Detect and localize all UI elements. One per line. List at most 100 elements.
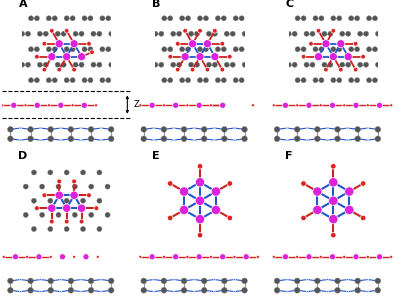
Circle shape — [100, 16, 105, 21]
Circle shape — [331, 164, 336, 169]
Circle shape — [313, 187, 322, 196]
Circle shape — [233, 255, 236, 258]
Circle shape — [306, 139, 308, 141]
Circle shape — [177, 62, 182, 67]
Circle shape — [376, 31, 380, 36]
Circle shape — [215, 16, 220, 21]
Circle shape — [186, 255, 189, 258]
Circle shape — [97, 170, 102, 175]
Circle shape — [78, 53, 86, 61]
Circle shape — [205, 67, 210, 72]
Circle shape — [28, 127, 34, 132]
Circle shape — [153, 278, 155, 281]
Circle shape — [35, 54, 39, 59]
Circle shape — [180, 16, 185, 21]
Circle shape — [81, 102, 87, 108]
Circle shape — [186, 104, 189, 107]
Circle shape — [210, 104, 212, 107]
Circle shape — [301, 181, 306, 186]
Circle shape — [251, 104, 254, 107]
Circle shape — [329, 53, 337, 61]
Circle shape — [306, 278, 308, 281]
Circle shape — [40, 212, 45, 218]
Circle shape — [349, 16, 354, 21]
Circle shape — [314, 53, 322, 61]
Circle shape — [88, 127, 94, 132]
Circle shape — [168, 215, 173, 221]
Circle shape — [213, 127, 215, 129]
Circle shape — [295, 47, 300, 52]
Circle shape — [227, 181, 232, 186]
Circle shape — [43, 31, 48, 36]
Circle shape — [57, 179, 62, 184]
Circle shape — [71, 104, 74, 107]
Circle shape — [161, 127, 167, 132]
Circle shape — [337, 47, 342, 52]
Circle shape — [106, 47, 111, 52]
Circle shape — [100, 278, 102, 281]
Circle shape — [52, 78, 57, 83]
Circle shape — [314, 127, 320, 132]
Circle shape — [97, 198, 102, 203]
Circle shape — [80, 198, 86, 203]
Circle shape — [213, 278, 215, 281]
Circle shape — [108, 127, 114, 132]
Circle shape — [329, 196, 338, 205]
Circle shape — [347, 127, 348, 129]
Circle shape — [233, 16, 238, 21]
Circle shape — [26, 62, 30, 67]
Circle shape — [28, 278, 34, 284]
Circle shape — [286, 31, 291, 36]
Circle shape — [20, 291, 21, 293]
Circle shape — [301, 215, 306, 221]
Circle shape — [161, 288, 167, 293]
Circle shape — [20, 127, 21, 129]
Circle shape — [330, 254, 336, 260]
Circle shape — [338, 67, 343, 72]
Circle shape — [234, 139, 235, 141]
Circle shape — [40, 139, 42, 141]
Circle shape — [40, 291, 42, 293]
Circle shape — [70, 78, 75, 83]
Circle shape — [72, 67, 76, 72]
Circle shape — [204, 40, 212, 48]
Circle shape — [77, 204, 86, 212]
Circle shape — [274, 136, 280, 142]
Circle shape — [0, 104, 4, 107]
Circle shape — [42, 67, 47, 72]
Circle shape — [197, 164, 203, 169]
Circle shape — [224, 62, 229, 67]
Circle shape — [108, 278, 114, 284]
Circle shape — [367, 139, 369, 141]
Circle shape — [139, 255, 142, 258]
Circle shape — [331, 78, 336, 83]
Circle shape — [375, 127, 381, 132]
Circle shape — [296, 255, 299, 258]
Circle shape — [361, 54, 365, 59]
Circle shape — [239, 16, 244, 21]
Circle shape — [234, 127, 235, 129]
Circle shape — [80, 127, 82, 129]
Circle shape — [56, 184, 61, 189]
Circle shape — [48, 278, 54, 284]
Circle shape — [212, 62, 218, 67]
Circle shape — [96, 255, 99, 258]
Circle shape — [211, 205, 221, 215]
Circle shape — [162, 255, 165, 258]
Circle shape — [109, 31, 114, 36]
Circle shape — [87, 42, 91, 46]
Circle shape — [188, 40, 196, 48]
Circle shape — [20, 139, 21, 141]
Circle shape — [294, 127, 300, 132]
Circle shape — [141, 278, 146, 284]
Circle shape — [50, 28, 54, 33]
Circle shape — [55, 191, 63, 199]
Circle shape — [8, 278, 13, 284]
Circle shape — [48, 198, 53, 203]
Circle shape — [79, 31, 84, 36]
Circle shape — [234, 278, 235, 281]
Circle shape — [306, 102, 312, 108]
Circle shape — [28, 78, 34, 83]
Circle shape — [376, 62, 380, 67]
Circle shape — [227, 215, 232, 221]
